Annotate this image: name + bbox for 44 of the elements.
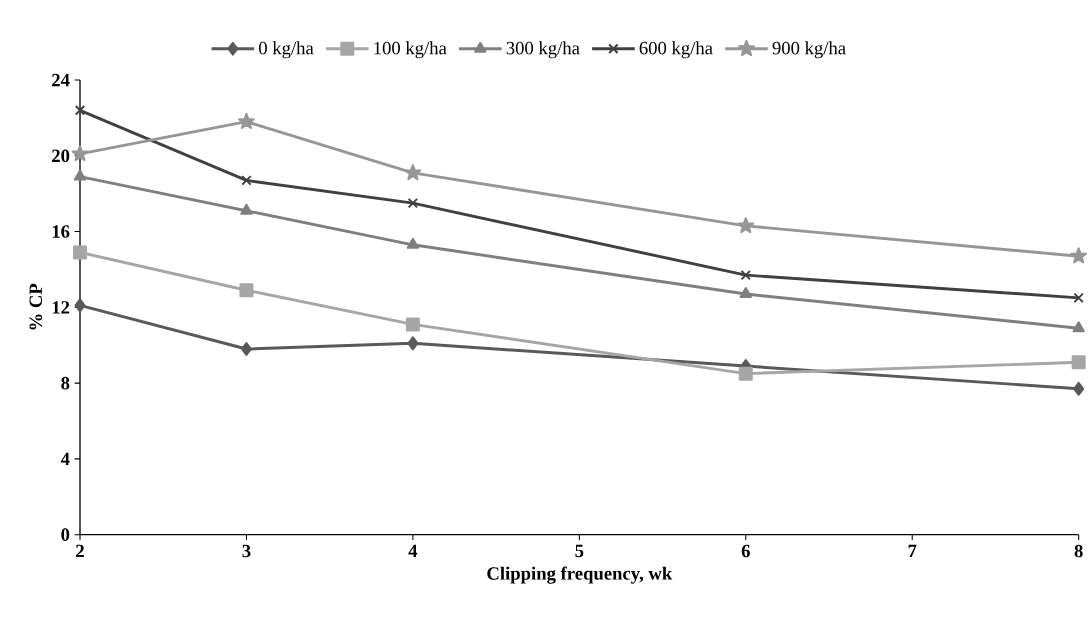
legend-label: 300 kg/ha: [506, 41, 580, 59]
point: [74, 105, 86, 116]
point: [240, 342, 252, 357]
point: [407, 198, 419, 209]
point: [406, 237, 420, 249]
y-tick-label: 8: [61, 376, 70, 390]
x-tick-label: 4: [408, 544, 418, 558]
point: [740, 270, 752, 281]
point: [1071, 355, 1086, 370]
x-tick-label: 7: [908, 544, 917, 558]
legend-label: 900 kg/ha: [772, 41, 846, 59]
y-tick-label: 0: [61, 528, 70, 542]
legend-label: 100 kg/ha: [374, 41, 447, 59]
point: [241, 175, 252, 186]
point: [404, 164, 422, 181]
x-tick-label: 6: [741, 544, 750, 558]
point: [407, 336, 419, 351]
legend-label: 0 kg/ha: [259, 41, 314, 59]
x-tick-label: 8: [1074, 544, 1083, 558]
x-axis-title: Clipping frequency, wk: [487, 566, 673, 584]
y-tick-label: 20: [52, 149, 70, 163]
point: [73, 245, 87, 260]
point: [71, 145, 89, 162]
point: [74, 298, 86, 313]
point: [1073, 381, 1085, 396]
point: [738, 366, 753, 381]
point: [405, 317, 420, 332]
point: [238, 113, 255, 130]
point: [1072, 321, 1085, 333]
y-tick-label: 16: [52, 225, 70, 238]
x-tick-label: 2: [76, 544, 84, 558]
y-tick-label: 12: [52, 301, 70, 314]
y-tick-label: 4: [60, 452, 70, 466]
point: [239, 283, 254, 298]
y-tick-label: 24: [52, 73, 70, 87]
x-tick-label: 5: [575, 544, 584, 558]
point: [737, 217, 755, 234]
x-tick-label: 3: [242, 544, 251, 558]
point: [739, 287, 752, 299]
point: [240, 203, 253, 215]
y-axis-title: % CP: [29, 283, 43, 330]
point: [73, 169, 87, 181]
legend-label: 600 kg/ha: [639, 41, 713, 59]
point: [1073, 292, 1084, 304]
